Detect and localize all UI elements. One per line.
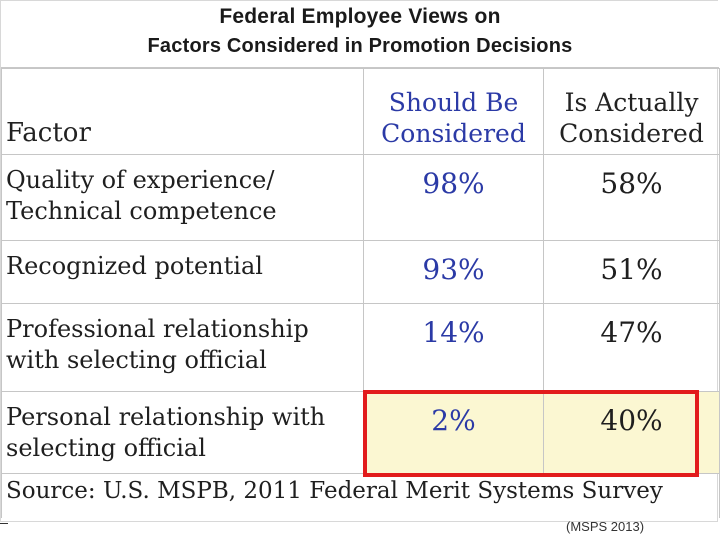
factor-line-2: Technical competence bbox=[6, 197, 277, 225]
title-band: Federal Employee Views on Factors Consid… bbox=[1, 1, 719, 68]
actual-value: 58% bbox=[600, 167, 663, 200]
factor-cell: Professional relationship with selecting… bbox=[1, 303, 364, 392]
should-cell: 14% bbox=[363, 303, 544, 392]
factor-cell: Recognized potential bbox=[1, 240, 364, 304]
factor-line-2: with selecting official bbox=[6, 346, 267, 374]
actual-cell: 58% bbox=[543, 154, 720, 241]
factor-line-1: Professional relationship bbox=[6, 315, 309, 343]
should-value: 14% bbox=[422, 316, 485, 349]
factor-line-1: Quality of experience/ bbox=[6, 166, 275, 194]
actual-value: 40% bbox=[600, 404, 663, 437]
factors-table: Factor Should Be Considered Is Actually … bbox=[1, 68, 720, 518]
divider bbox=[0, 523, 8, 524]
should-value: 98% bbox=[422, 167, 485, 200]
actual-cell: 40% bbox=[543, 391, 720, 474]
header-is-actually-considered: Is Actually Considered bbox=[543, 68, 720, 155]
header-should-be-considered: Should Be Considered bbox=[363, 68, 544, 155]
actual-value: 47% bbox=[600, 316, 663, 349]
factor-cell: Personal relationship with selecting off… bbox=[1, 391, 364, 474]
should-cell: 93% bbox=[363, 240, 544, 304]
header-should-line-2: Considered bbox=[381, 119, 526, 148]
actual-cell: 51% bbox=[543, 240, 720, 304]
citation: (MSPS 2013) bbox=[566, 519, 645, 534]
source-text: Source: U.S. MSPB, 2011 Federal Merit Sy… bbox=[1, 473, 720, 518]
table-row: Professional relationship with selecting… bbox=[1, 303, 720, 392]
factor-cell: Quality of experience/ Technical compete… bbox=[1, 154, 364, 241]
table-row: Recognized potential 93% 51% bbox=[1, 240, 720, 304]
title-line-1: Federal Employee Views on bbox=[219, 5, 501, 28]
table-row: Quality of experience/ Technical compete… bbox=[1, 154, 720, 241]
actual-value: 51% bbox=[600, 253, 663, 286]
factor-line-2: selecting official bbox=[6, 434, 206, 462]
header-actual-line-2: Considered bbox=[559, 119, 704, 148]
factor-line-1: Personal relationship with bbox=[6, 403, 326, 431]
header-should-line-1: Should Be bbox=[388, 88, 519, 117]
slide: Federal Employee Views on Factors Consid… bbox=[0, 0, 720, 522]
should-cell: 98% bbox=[363, 154, 544, 241]
should-value: 93% bbox=[422, 253, 485, 286]
header-factor: Factor bbox=[1, 68, 364, 155]
header-actual-line-1: Is Actually bbox=[564, 88, 699, 117]
should-value: 2% bbox=[431, 404, 476, 437]
title-line-2: Factors Considered in Promotion Decision… bbox=[147, 35, 573, 57]
actual-cell: 47% bbox=[543, 303, 720, 392]
source-row: Source: U.S. MSPB, 2011 Federal Merit Sy… bbox=[1, 473, 720, 518]
header-row: Factor Should Be Considered Is Actually … bbox=[1, 68, 720, 155]
table-row-highlighted: Personal relationship with selecting off… bbox=[1, 391, 720, 474]
factor-line-1: Recognized potential bbox=[6, 252, 263, 280]
should-cell: 2% bbox=[363, 391, 544, 474]
